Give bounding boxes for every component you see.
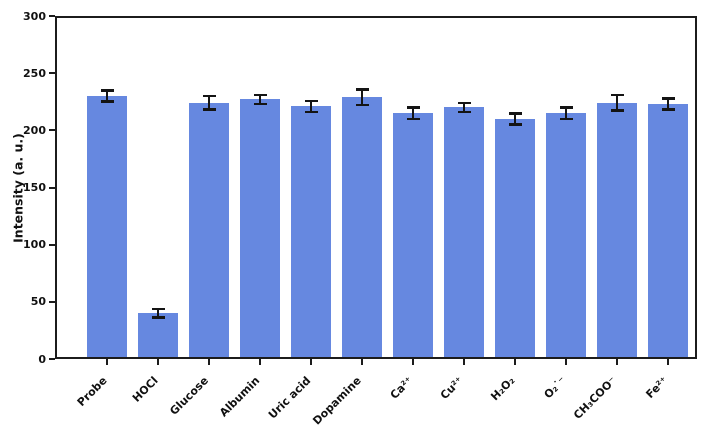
bar (393, 113, 433, 359)
error-bar-cap-bottom (661, 108, 675, 111)
x-tick-label: Uric acid (265, 374, 314, 422)
error-bar-cap-top (457, 101, 471, 105)
x-tick-label: Dopamine (310, 374, 365, 428)
y-tick-label: 0 (38, 352, 46, 366)
error-bar-cap-bottom (610, 109, 624, 112)
error-bar (157, 308, 159, 318)
y-tick-label: 100 (23, 238, 46, 252)
x-tick-label: Ca²⁺ (387, 374, 416, 402)
y-tick-label: 200 (23, 123, 46, 137)
x-axis-tick (514, 359, 516, 365)
error-bar-cap-bottom (406, 117, 420, 120)
x-tick-label: H₂O₂ (488, 374, 518, 404)
error-bar-cap-top (661, 97, 675, 100)
x-axis-tick (157, 359, 159, 365)
y-axis-tick (49, 15, 55, 17)
error-bar (565, 107, 567, 119)
x-tick-label: Probe (74, 374, 110, 409)
x-axis-tick (208, 359, 210, 365)
x-axis-tick (106, 359, 108, 365)
x-axis-tick (463, 359, 465, 365)
error-bar-cap-bottom (202, 108, 216, 111)
y-axis-tick (49, 129, 55, 132)
error-bar-cap-bottom (100, 100, 114, 103)
error-bar-cap-bottom (355, 103, 369, 107)
error-bar (463, 102, 465, 113)
x-axis-tick (412, 359, 414, 365)
x-tick-label: Fe²⁺ (643, 374, 671, 402)
x-axis-tick (565, 359, 567, 365)
x-axis-tick (310, 359, 312, 365)
y-axis-tick (49, 72, 55, 75)
error-bar (106, 90, 108, 102)
y-axis-tick (49, 186, 55, 189)
error-bar-cap-top (559, 106, 573, 109)
x-tick-label: Cu²⁺ (438, 374, 467, 403)
y-tick-label: 300 (23, 9, 46, 23)
bar (495, 118, 535, 359)
x-tick-label: O₂˙⁻ (541, 374, 569, 402)
bar (291, 106, 331, 359)
error-bar (667, 98, 669, 110)
y-axis-tick (49, 300, 55, 303)
error-bar-cap-bottom (457, 110, 471, 114)
error-bar-cap-bottom (304, 110, 318, 114)
y-axis-tick (49, 243, 55, 246)
y-axis-tick (49, 358, 55, 360)
error-bar-cap-bottom (559, 117, 573, 120)
error-bar-cap-top (151, 307, 165, 311)
x-tick-label: Albumin (216, 374, 263, 420)
error-bar (310, 100, 312, 113)
x-axis-tick (616, 359, 618, 365)
error-bar-cap-top (304, 99, 318, 102)
y-tick-label: 50 (30, 295, 46, 309)
error-bar-cap-top (406, 106, 420, 109)
error-bar (616, 94, 618, 111)
error-bar (361, 89, 363, 106)
x-axis-tick (667, 359, 669, 365)
error-bar-cap-top (355, 88, 369, 91)
error-bar (208, 96, 210, 110)
y-tick-label: 150 (23, 181, 46, 194)
x-axis-tick (259, 359, 261, 365)
bar (87, 96, 127, 359)
bar (597, 102, 637, 359)
error-bar-cap-top (253, 93, 267, 97)
bar (342, 97, 382, 359)
error-bar-cap-top (202, 95, 216, 98)
error-bar-cap-bottom (253, 102, 267, 106)
bar (240, 99, 280, 359)
x-axis-tick (361, 359, 363, 365)
error-bar (514, 113, 516, 125)
y-tick-label: 250 (23, 66, 46, 80)
bar (546, 113, 586, 359)
x-tick-label: CH₃COO⁻ (571, 374, 620, 422)
error-bar (412, 107, 414, 119)
error-bar-cap-top (508, 112, 522, 115)
error-bar-cap-top (100, 89, 114, 92)
error-bar (259, 94, 261, 105)
bar (138, 313, 178, 359)
error-bar-cap-bottom (151, 316, 165, 319)
bar (444, 107, 484, 359)
bar (648, 104, 688, 359)
x-tick-label: HOCl (129, 374, 161, 405)
error-bar-cap-top (610, 93, 624, 97)
error-bar-cap-bottom (508, 123, 522, 126)
x-tick-label: Glucose (167, 374, 212, 418)
bar (189, 102, 229, 359)
